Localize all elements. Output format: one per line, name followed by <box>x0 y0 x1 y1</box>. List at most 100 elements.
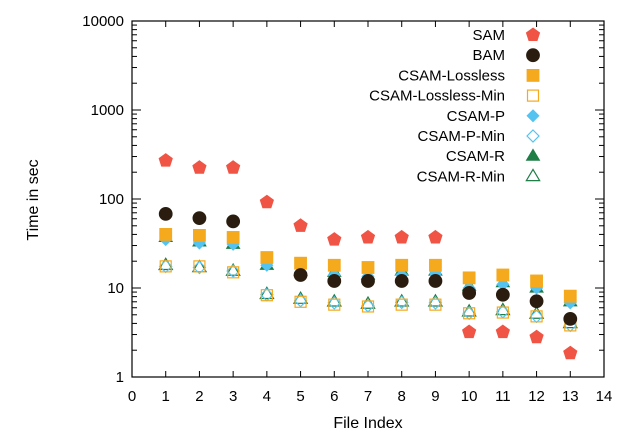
point-csam-p-min <box>462 306 476 321</box>
point-csam-p-min <box>361 299 375 313</box>
point-csam-p-min <box>226 264 240 278</box>
point-bam <box>563 311 578 326</box>
point-csam-lossless-min <box>227 266 240 279</box>
point-sam <box>360 229 376 244</box>
x-tick-label: 5 <box>296 388 304 405</box>
legend-marker-sam <box>525 27 541 42</box>
legend-label-csam-p: CSAM-P <box>447 108 505 125</box>
point-csam-lossless <box>496 268 510 282</box>
x-axis-label: File Index <box>333 415 402 432</box>
point-bam <box>529 294 544 309</box>
x-tick-label: 9 <box>431 388 439 405</box>
point-sam <box>428 229 443 244</box>
point-csam-lossless-min <box>463 307 476 320</box>
x-tick-label: 2 <box>195 388 203 405</box>
x-tick-label: 0 <box>128 388 136 405</box>
point-csam-lossless <box>429 258 442 272</box>
point-csam-p-min <box>428 296 443 310</box>
x-tick-label: 1 <box>162 388 170 405</box>
point-csam-lossless <box>294 256 307 270</box>
point-csam-lossless <box>361 261 375 274</box>
point-bam <box>327 274 342 288</box>
y-tick-label: 1000 <box>91 102 124 119</box>
y-tick-label: 10000 <box>82 13 124 30</box>
point-csam-lossless <box>260 251 274 264</box>
x-tick-label: 10 <box>461 388 478 405</box>
legend-label-bam: BAM <box>472 47 505 64</box>
point-bam <box>462 286 477 300</box>
point-csam-lossless-min <box>159 260 172 273</box>
y-tick-label: 10 <box>107 280 124 297</box>
legend-label-csam-p-min: CSAM-P-Min <box>417 128 505 145</box>
point-sam <box>259 194 274 209</box>
point-sam <box>293 218 308 232</box>
point-csam-lossless <box>563 289 577 303</box>
legend-marker-csam-r-min <box>525 168 541 182</box>
legend-label-csam-r-min: CSAM-R-Min <box>417 168 505 185</box>
point-bam <box>158 207 173 221</box>
point-csam-lossless <box>159 228 173 241</box>
x-tick-label: 4 <box>263 388 271 405</box>
y-tick-label: 1 <box>116 369 124 386</box>
point-bam <box>361 274 375 288</box>
point-csam-r-min <box>225 262 241 276</box>
point-csam-lossless <box>530 274 543 288</box>
legend-label-sam: SAM <box>472 27 505 44</box>
legend-label-csam-lossless-min: CSAM-Lossless-Min <box>369 88 505 105</box>
legend-marker-bam <box>526 48 540 63</box>
point-sam <box>158 153 173 167</box>
point-csam-p-min <box>327 296 342 310</box>
point-csam-lossless-min <box>496 306 509 319</box>
point-sam <box>495 324 510 339</box>
x-tick-label: 8 <box>398 388 406 405</box>
legend-label-csam-r: CSAM-R <box>446 148 505 165</box>
point-csam-lossless <box>395 258 409 272</box>
point-sam <box>529 329 544 344</box>
legend: SAM BAM CSAM-Lossless CSAM-Lossless-Min CSAM… <box>369 27 541 185</box>
point-csam-p-min <box>394 295 409 310</box>
point-csam-p-min <box>192 260 207 275</box>
point-csam-lossless-min <box>260 289 273 302</box>
point-csam-lossless-min <box>530 310 543 323</box>
legend-label-csam-lossless: CSAM-Lossless <box>398 67 505 84</box>
point-csam-lossless-min <box>328 298 341 311</box>
point-csam-lossless-min <box>429 298 442 311</box>
point-sam <box>327 232 342 246</box>
point-bam <box>428 274 443 288</box>
point-bam <box>394 274 409 288</box>
point-csam-r-min <box>528 305 545 319</box>
point-csam-lossless-min <box>294 295 307 308</box>
point-csam-lossless <box>226 231 240 244</box>
point-csam-lossless-min <box>361 300 375 313</box>
x-tick-label: 12 <box>528 388 545 405</box>
point-sam <box>563 345 578 360</box>
point-sam <box>226 160 241 174</box>
x-tick-label: 3 <box>229 388 237 405</box>
x-tick-label: 13 <box>562 388 579 405</box>
x-tick-label: 7 <box>364 388 372 405</box>
point-csam-p-min <box>529 309 544 324</box>
point-sam <box>394 229 409 244</box>
x-tick-label: 11 <box>495 388 511 405</box>
point-bam <box>192 211 207 226</box>
point-bam <box>293 268 308 282</box>
x-tick-label: 6 <box>330 388 338 405</box>
legend-marker-csam-lossless <box>526 69 540 82</box>
point-csam-lossless <box>193 228 206 242</box>
point-sam <box>462 324 477 339</box>
legend-marker-csam-p <box>526 109 540 123</box>
point-csam-lossless <box>327 258 341 272</box>
point-bam <box>495 287 510 302</box>
y-axis-label: Time in sec <box>25 159 42 240</box>
legend-marker-csam-p-min <box>526 129 540 143</box>
point-csam-lossless <box>462 271 476 285</box>
y-tick-label: 100 <box>99 191 124 208</box>
point-bam <box>226 214 241 229</box>
point-csam-lossless-min <box>193 260 206 273</box>
point-csam-lossless-min <box>395 298 408 311</box>
legend-marker-csam-r <box>525 148 541 161</box>
point-sam <box>192 160 207 174</box>
legend-marker-csam-lossless-min <box>526 89 540 102</box>
